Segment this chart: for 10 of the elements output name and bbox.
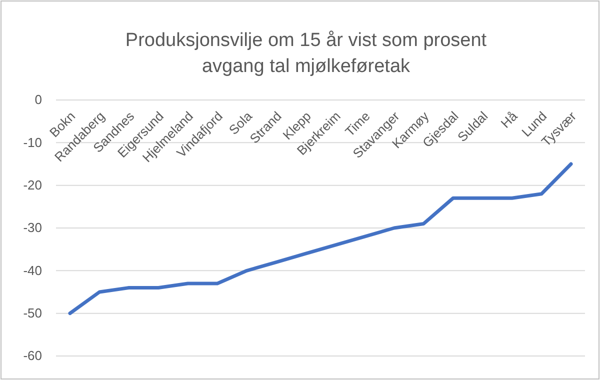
y-tick-label: -60 [23, 348, 42, 364]
y-tick-label: -30 [23, 220, 42, 236]
x-tick-label: Hå [498, 108, 521, 131]
chart-title: Produksjonsvilje om 15 år vist som prosent avgang tal mjølkeføretak [125, 30, 488, 77]
line-series [68, 162, 573, 316]
y-tick-label: -50 [23, 305, 42, 320]
y-tick-label: -20 [23, 177, 42, 192]
y-tick-label: 0 [34, 92, 42, 108]
y-tick-label: -10 [23, 134, 42, 150]
y-tick-label: -40 [23, 262, 42, 278]
